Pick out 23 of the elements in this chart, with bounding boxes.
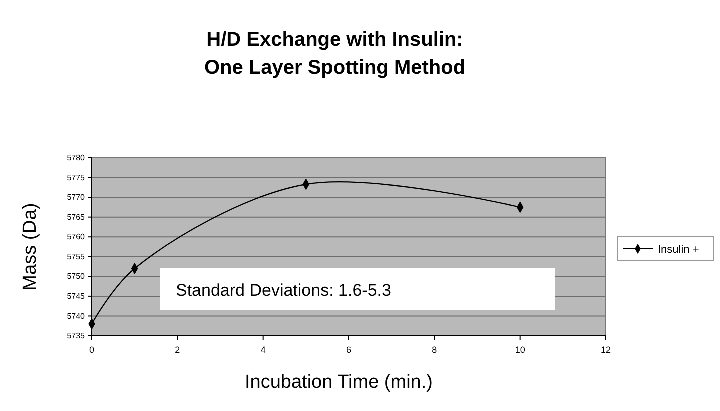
x-tick-label: 0 bbox=[89, 344, 95, 355]
y-axis-title: Mass (Da) bbox=[20, 203, 41, 291]
y-tick-label: 5740 bbox=[67, 312, 86, 321]
x-tick-label: 12 bbox=[600, 344, 612, 355]
annotation: Standard Deviations: 1.6-5.3 bbox=[176, 281, 392, 300]
x-tick-label: 6 bbox=[346, 344, 352, 355]
y-tick-label: 5745 bbox=[67, 292, 86, 302]
y-tick-label: 5755 bbox=[67, 252, 86, 262]
y-tick-label: 5750 bbox=[67, 272, 86, 282]
y-tick-label: 5735 bbox=[67, 332, 86, 341]
x-tick-label: 4 bbox=[260, 344, 266, 355]
x-tick-label: 10 bbox=[515, 344, 526, 355]
x-tick-label: 2 bbox=[175, 344, 180, 355]
x-tick-label: 8 bbox=[432, 344, 438, 355]
y-tick-label: 5760 bbox=[67, 232, 86, 242]
y-tick-label: 5780 bbox=[67, 154, 86, 163]
x-axis-title: Incubation Time (min.) bbox=[245, 372, 433, 393]
note-box: Standard Deviations: 1.6-5.3 bbox=[160, 268, 555, 310]
legend-label: Insulin + bbox=[658, 244, 700, 256]
y-tick-label: 5765 bbox=[67, 212, 86, 222]
y-tick-label: 5775 bbox=[67, 173, 86, 182]
y-tick-label: 5770 bbox=[67, 193, 86, 202]
chart-title: H/D Exchange with Insulin: One Layer Spotting Method bbox=[204, 29, 466, 79]
